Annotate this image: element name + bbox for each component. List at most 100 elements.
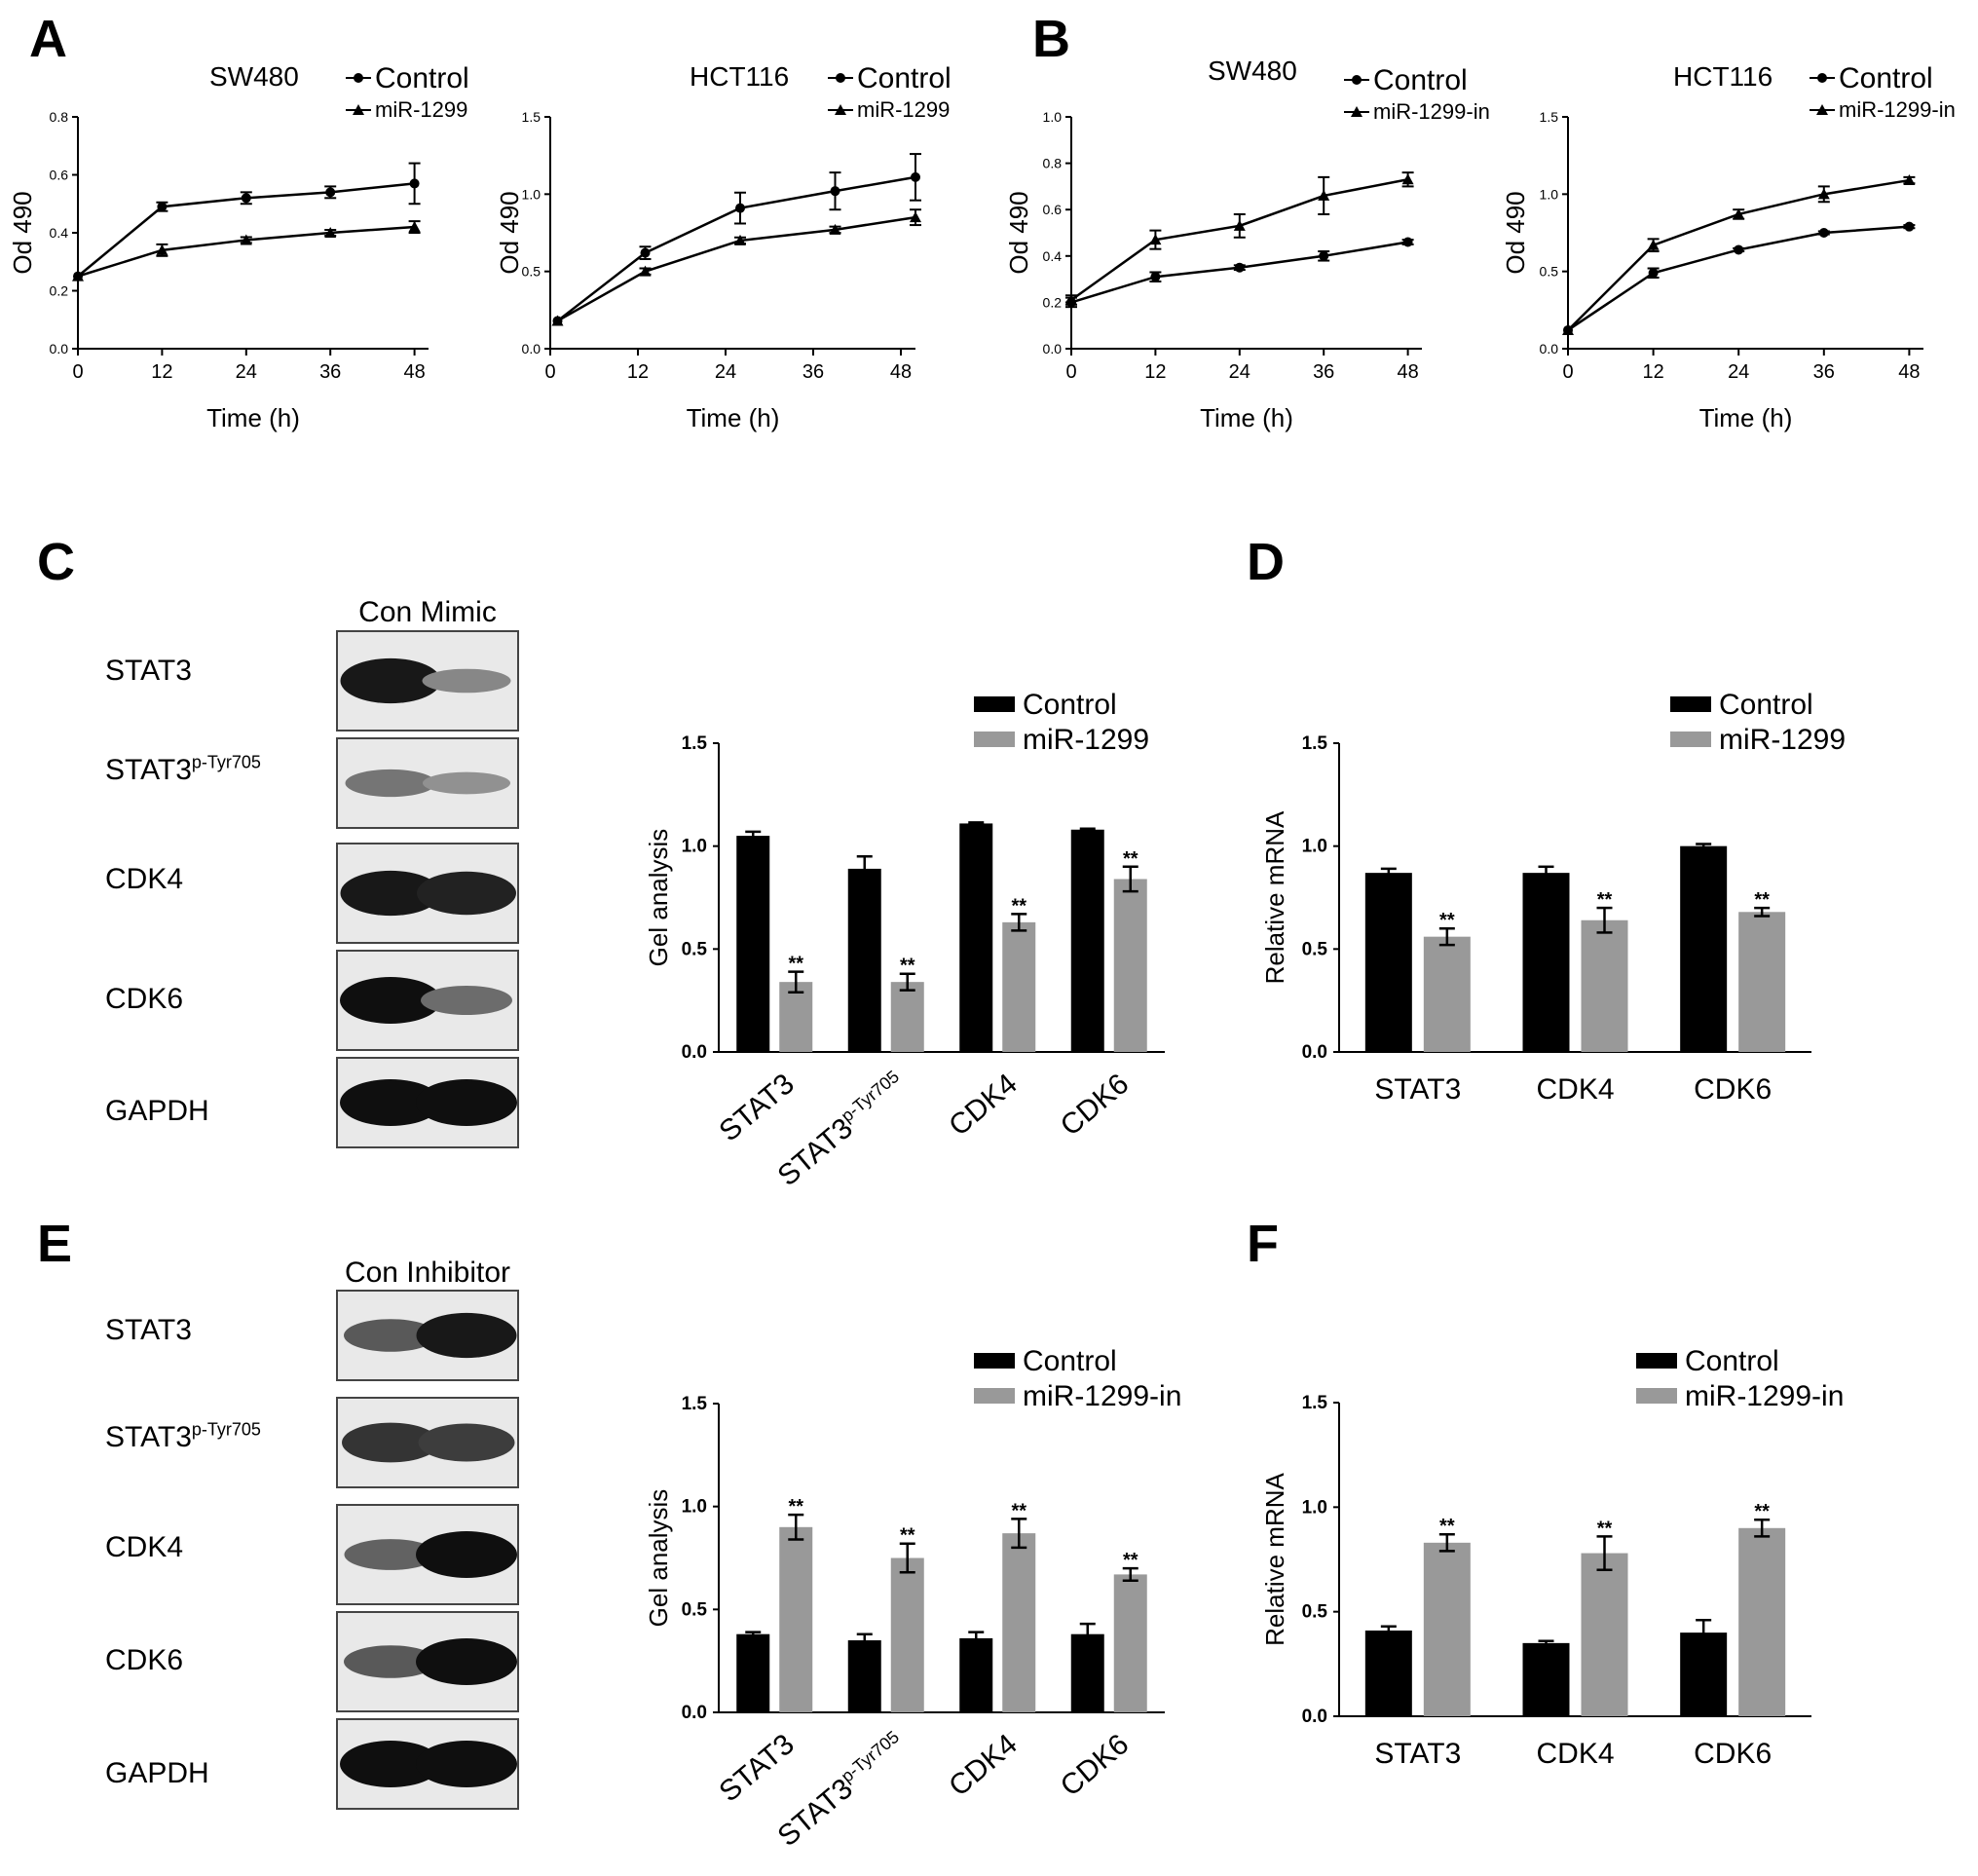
data-point-triangle	[324, 227, 337, 238]
x-axis-label: Time (h)	[1200, 403, 1293, 432]
x-category-label: CDK6	[1694, 1738, 1772, 1770]
x-tick-label: 0	[544, 361, 555, 383]
x-category-label: CDK6	[1055, 1728, 1136, 1803]
blot-header: Con Inhibitor	[345, 1257, 510, 1289]
panel-letter-E: E	[37, 1215, 72, 1273]
data-point-circle	[1734, 244, 1744, 255]
blot-strip	[336, 1504, 519, 1605]
blot-strip	[336, 630, 519, 732]
data-point-triangle	[734, 234, 746, 245]
data-point-triangle	[1647, 239, 1660, 250]
y-tick-label: 0.4	[1043, 248, 1063, 264]
y-tick-label: 1.5	[522, 109, 541, 125]
data-point-circle	[735, 203, 745, 213]
y-tick-label: 0.5	[682, 1599, 708, 1620]
line-chart-B-SW480: 0.0 0.2 0.4 0.6 0.8 1.0 0 12 24 36 48 Time (h) Od 49…	[1004, 56, 1490, 432]
data-point-triangle	[1817, 188, 1830, 200]
y-axis-label: Relative mRNA	[1260, 810, 1289, 984]
blot-row-label: STAT3p-Tyr705	[105, 1420, 261, 1453]
data-point-triangle	[408, 221, 421, 233]
panel-letter-A: A	[29, 10, 67, 68]
x-tick-label: 36	[1813, 361, 1835, 383]
data-point-circle	[157, 202, 168, 212]
blot-row-label: STAT3	[105, 655, 192, 687]
y-tick-label: 0.0	[1302, 1707, 1327, 1727]
y-tick-label: 0.0	[522, 341, 541, 356]
data-point-triangle	[72, 270, 84, 281]
legend-label: Control	[857, 62, 952, 94]
significance-label: **	[1439, 910, 1455, 931]
y-tick-label: 1.0	[1540, 186, 1559, 202]
blot-band	[345, 769, 436, 798]
x-tick-label: 36	[802, 361, 824, 383]
blot-band	[417, 871, 516, 916]
legend-swatch	[974, 696, 1015, 712]
x-axis-label: Time (h)	[687, 403, 780, 432]
data-point-triangle	[1149, 234, 1162, 245]
y-tick-label: 0.0	[1043, 341, 1063, 356]
bar-miR-1299-in	[1002, 1533, 1036, 1712]
bar-Control	[736, 1633, 770, 1712]
y-tick-label: 1.0	[522, 186, 541, 202]
x-tick-label: 48	[890, 361, 912, 383]
blot-row-label: CDK6	[105, 983, 183, 1015]
x-category-label: CDK6	[1694, 1073, 1772, 1106]
y-tick-label: 1.5	[1302, 1393, 1328, 1413]
blot-strip	[336, 1397, 519, 1488]
x-category-label: CDK4	[1536, 1738, 1614, 1770]
data-point-circle	[409, 178, 420, 189]
y-tick-label: 0.2	[1043, 294, 1063, 310]
blot-band	[416, 1079, 517, 1126]
y-tick-label: 1.0	[682, 1497, 707, 1518]
blot-band	[340, 1741, 441, 1787]
legend-label: Control	[1023, 689, 1117, 721]
legend-marker-triangle	[353, 104, 364, 115]
x-category-label: STAT3	[1374, 1073, 1461, 1106]
panel-letter-D: D	[1247, 533, 1285, 591]
x-tick-label: 48	[1397, 361, 1418, 383]
bar-miR-1299-in	[1738, 1527, 1786, 1716]
significance-label: **	[1123, 1550, 1138, 1571]
blot-band	[416, 1741, 517, 1787]
blot-band	[416, 1531, 517, 1578]
x-tick-label: 24	[236, 361, 257, 383]
y-tick-label: 0.6	[1043, 202, 1063, 217]
y-tick-label: 0.0	[682, 1042, 707, 1063]
legend-swatch	[1636, 1353, 1677, 1369]
bar-Control	[1680, 845, 1728, 1052]
bar-miR-1299	[779, 982, 813, 1052]
bar-miR-1299	[1113, 879, 1147, 1052]
x-category-label: STAT3	[713, 1068, 800, 1147]
blot-band	[340, 657, 441, 704]
y-axis-label: Od 490	[1501, 191, 1530, 274]
legend-label: miR-1299-in	[1685, 1380, 1844, 1412]
x-tick-label: 12	[627, 361, 649, 383]
data-point-triangle	[910, 211, 921, 223]
blot-band	[344, 1539, 437, 1570]
y-axis-label: Od 490	[1004, 191, 1033, 274]
series-line-miR-1299	[556, 215, 916, 322]
x-tick-label: 36	[1313, 361, 1334, 383]
blot-header: Con Mimic	[358, 596, 497, 628]
blot-row-label: CDK6	[105, 1644, 183, 1676]
blot-row-label: CDK4	[105, 1531, 183, 1563]
bar-Control	[1364, 873, 1412, 1052]
data-point-triangle	[156, 244, 168, 255]
legend-marker-circle	[1352, 75, 1362, 85]
bar-Control	[1070, 1633, 1104, 1712]
legend-label: miR-1299-in	[1839, 97, 1956, 122]
x-tick-label: 0	[1065, 361, 1076, 383]
significance-label: **	[1439, 1516, 1455, 1537]
data-point-circle	[1319, 250, 1329, 261]
significance-label: **	[1011, 895, 1026, 917]
blot-band	[421, 986, 512, 1015]
legend-label: miR-1299-in	[1373, 99, 1490, 124]
bar-Control	[1522, 1642, 1570, 1716]
line-chart-A-SW480: 0.0 0.2 0.4 0.6 0.8 0 12 24 36 48 Time (h) Od 490 SW…	[8, 61, 469, 432]
significance-label: **	[1597, 1518, 1613, 1539]
y-tick-label: 1.0	[1302, 837, 1327, 857]
x-tick-label: 0	[72, 361, 83, 383]
y-axis-label: Gel analysis	[644, 829, 673, 967]
legend-swatch	[974, 732, 1015, 747]
